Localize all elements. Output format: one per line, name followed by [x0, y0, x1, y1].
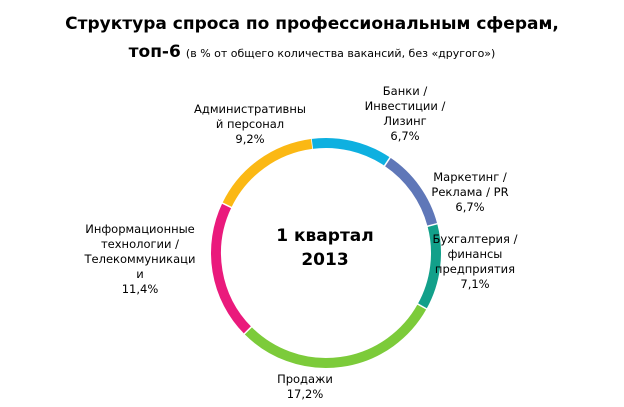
data-label: Маркетинг / Реклама / PR 6,7%: [420, 170, 520, 215]
data-label-category: Банки /: [382, 84, 428, 98]
slice-separator: [243, 325, 253, 336]
data-label-category: Лизинг: [383, 114, 427, 128]
data-label-category: Инвестиции /: [364, 99, 446, 113]
center-label-line: 1 квартал: [276, 226, 374, 246]
data-label-value: 9,2%: [235, 132, 265, 146]
chart-subtitle: (в % от общего количества вакансий, без …: [185, 47, 496, 60]
data-label: Продажи 17,2%: [255, 372, 355, 402]
data-label-category: Продажи: [277, 372, 333, 386]
data-label: Бухгалтерия / финансы предприятия 7,1%: [425, 232, 525, 292]
data-label-category: Бухгалтерия /: [432, 232, 518, 246]
data-label-category: предприятия: [434, 262, 516, 276]
data-label: Банки / Инвестиции / Лизинг 6,7%: [345, 84, 465, 144]
slice-separator: [416, 302, 428, 311]
donut-slice: [222, 138, 313, 208]
data-label-category: Телекоммуникаци: [84, 252, 196, 266]
data-label-value: 6,7%: [390, 129, 420, 143]
data-label-category: технологии /: [100, 237, 180, 251]
data-label-category: Информационные: [85, 222, 195, 236]
chart-title-line2: топ-6: [128, 42, 181, 62]
slice-separator: [426, 222, 439, 228]
data-label-category: финансы: [447, 247, 503, 261]
slice-separator: [221, 202, 233, 209]
donut-slice: [384, 157, 438, 227]
center-label-line: 2013: [301, 250, 349, 270]
data-label-value: 17,2%: [286, 387, 324, 401]
data-label-category: й персонал: [215, 117, 285, 131]
slice-separator: [383, 156, 392, 168]
donut-slice: [417, 223, 441, 309]
chart-subtitle-line: топ-6 (в % от общего количества вакансий…: [0, 42, 624, 62]
donut-slice: [310, 138, 391, 166]
data-label: Административны й персонал 9,2%: [180, 102, 320, 147]
data-label-category: Маркетинг /: [433, 170, 507, 184]
chart-title: Структура спроса по профессиональным сфе…: [65, 14, 559, 34]
data-label-value: 11,4%: [121, 282, 159, 296]
donut-slice: [211, 203, 252, 334]
donut-slice: [244, 304, 427, 368]
data-label-value: 7,1%: [460, 277, 490, 291]
data-label: Информационные технологии / Телекоммуникац…: [50, 222, 230, 297]
data-label-value: 6,7%: [455, 200, 485, 214]
center-label: 1 квартал 2013: [245, 224, 405, 272]
data-label-category: Административны: [194, 102, 306, 116]
data-label-category: Реклама / PR: [431, 185, 509, 199]
data-label-category: и: [136, 267, 144, 281]
